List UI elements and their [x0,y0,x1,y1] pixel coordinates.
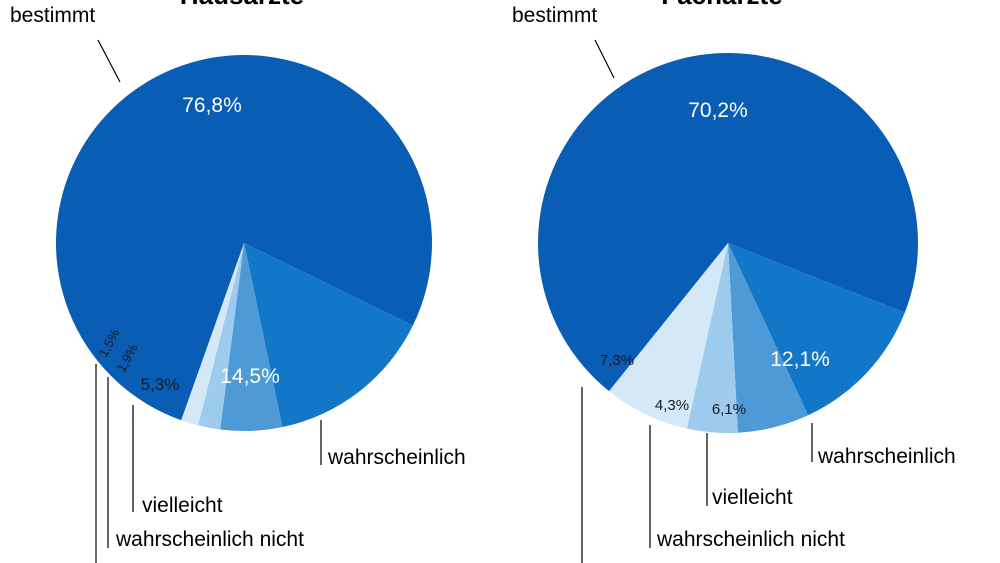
right-value-vielleicht: 6,1% [712,401,746,418]
left-pie [55,54,432,431]
left-pie-slice-wahrscheinlich-nicht [198,243,244,430]
left-label-bestimmt: bestimmt [10,4,95,27]
right-label-vielleicht: vielleicht [712,486,793,509]
right-chart-title: Fachärzte [661,0,782,10]
left-value-wahrscheinlich: 14,5% [220,365,280,388]
left-label-vielleicht: vielleicht [142,494,223,517]
right-pie [538,53,919,433]
right-pie-slice-bestimmt-nicht [609,243,728,429]
right-pie-slice-vielleicht [728,243,809,433]
left-pie-slice-wahrscheinlich [244,243,413,428]
right-value-bestimmt-nicht: 7,3% [600,352,634,369]
left-chart-title: Hausärzte [180,0,304,10]
right-pie-slice-wahrscheinlich-nicht [686,243,738,433]
left-value-vielleicht: 5,3% [141,375,180,394]
left-pie-slice-bestimmt-nicht [181,243,244,426]
left-label-wahrscheinlich: wahrscheinlich [327,446,466,469]
right-pie-slice-bestimmt [538,53,919,392]
leader-line-right-bestimmt [594,39,615,79]
right-value-wahrscheinlich: 12,1% [770,348,830,371]
left-pie-slice-vielleicht [220,243,283,431]
left-pie-slice-bestimmt [55,54,432,421]
right-label-wahrscheinlich-nicht: wahrscheinlich nicht [656,528,845,551]
right-value-bestimmt: 70,2% [688,99,748,122]
leader-line-left-bestimmt [97,39,121,83]
right-label-bestimmt: bestimmt [512,4,597,27]
right-pie-slice-wahrscheinlich [728,243,905,416]
left-value-bestimmt: 76,8% [182,94,242,117]
right-value-wahrscheinlich-nicht: 4,3% [655,397,689,414]
left-label-wahrscheinlich-nicht: wahrscheinlich nicht [115,528,304,551]
right-label-wahrscheinlich: wahrscheinlich [817,445,956,468]
